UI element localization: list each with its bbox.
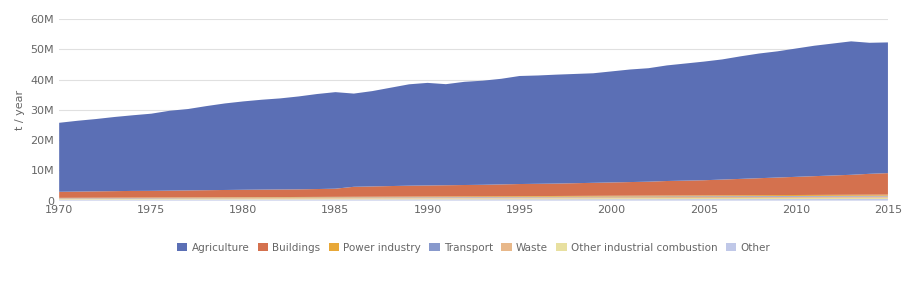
Legend: Agriculture, Buildings, Power industry, Transport, Waste, Other industrial combu: Agriculture, Buildings, Power industry, … — [172, 238, 774, 257]
Y-axis label: t / year: t / year — [15, 90, 25, 130]
